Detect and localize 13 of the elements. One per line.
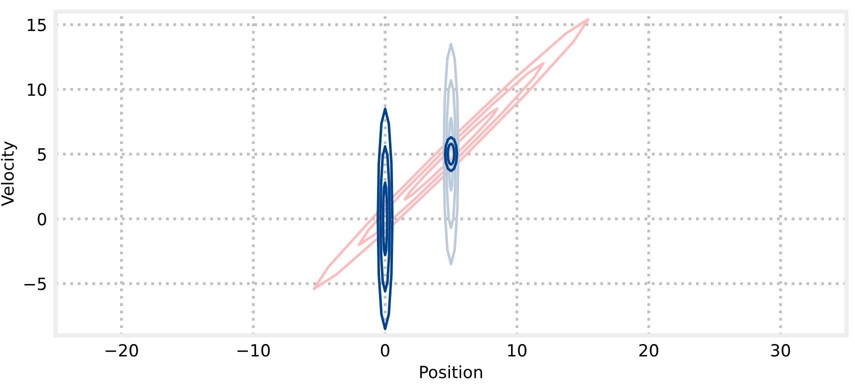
x-tick-label: 10 [508,344,526,357]
y-tick-label: −5 [24,278,46,290]
x-tick-label: 0 [380,344,390,357]
x-tick-label: −20 [106,344,138,357]
x-tick-label: 30 [771,344,790,357]
y-axis-title: Velocity [0,141,18,206]
x-axis-title: Position [420,365,482,378]
x-tick-label: −10 [237,344,270,357]
y-tick-label: 10 [28,83,46,96]
x-tick-label: 20 [639,344,658,357]
y-tick-label: 0 [38,212,46,226]
y-tick-label: 15 [28,18,46,32]
y-tick-label: 5 [38,148,46,161]
